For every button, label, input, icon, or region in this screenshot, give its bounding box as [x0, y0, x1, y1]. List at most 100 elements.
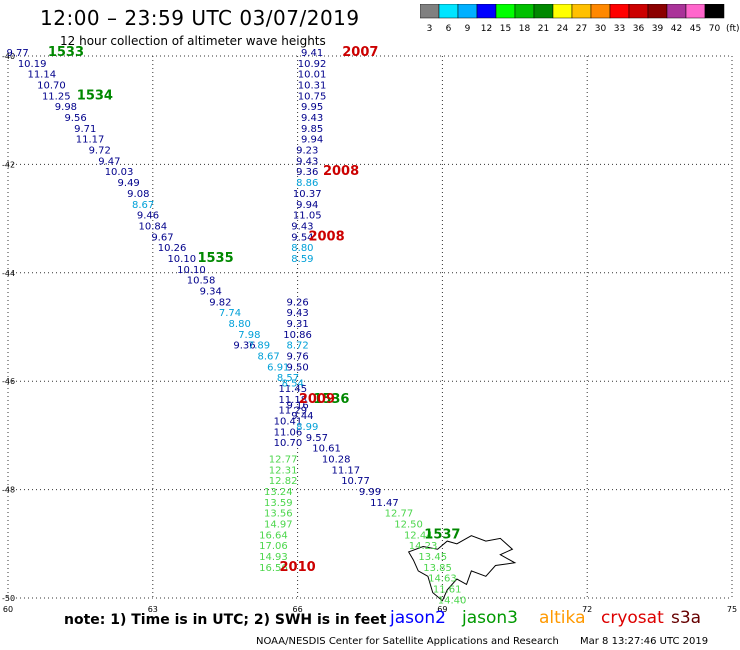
wave-height-label: 11.18 [278, 395, 307, 406]
wave-height-label: 10.58 [187, 276, 216, 287]
x-tick-label: 66 [293, 605, 303, 614]
pass-time-label: 2009 [299, 392, 335, 407]
wave-height-label: 9.36 [233, 341, 255, 352]
colorbar-legend: 3 6 9 12 15 18 21 24 27 30 33 36 39 42 45 70 (ft) [420, 4, 740, 34]
colorbar-level-label: 24 [557, 24, 569, 34]
wave-height-label: 9.72 [89, 146, 111, 157]
wave-height-label: 9.44 [291, 411, 313, 422]
wave-height-label: 10.10 [167, 254, 196, 265]
wave-height-label: 10.03 [105, 167, 134, 178]
colorbar-level-label: 42 [671, 24, 682, 34]
legend-altika: altika [539, 608, 586, 628]
wave-height-label: 11.17 [332, 465, 361, 476]
wave-height-label: 8.80 [291, 243, 313, 254]
wave-height-label: 11.45 [278, 384, 307, 395]
wave-height-label: 9.46 [137, 211, 159, 222]
wave-height-label: 9.43 [291, 221, 313, 232]
wave-height-label: 9.71 [74, 124, 96, 135]
wave-height-label: 8.99 [296, 422, 318, 433]
colorbar-level-label: 15 [500, 24, 511, 34]
wave-height-label: 9.98 [55, 102, 77, 113]
colorbar-level-label: 3 [427, 24, 433, 34]
grid [7, 55, 733, 599]
pass-time-label: 1537 [424, 527, 460, 542]
colorbar-level-label: 30 [595, 24, 607, 34]
wave-height-label: 10.10 [177, 265, 206, 276]
wave-height-label: 14.63 [428, 574, 457, 585]
pass-time-label: 2008 [308, 229, 344, 244]
pass-time-label: 1533 [48, 45, 84, 60]
wave-height-label: 10.70 [274, 438, 303, 449]
wave-height-label: 9.34 [200, 286, 222, 297]
y-tick-label: -44 [2, 269, 15, 278]
wave-height-label: 14.93 [259, 552, 288, 563]
colorbar-level-label: 70 [709, 24, 721, 34]
wave-height-label: 9.85 [301, 124, 323, 135]
wave-height-label: 9.50 [286, 362, 308, 373]
wave-height-label: 7.74 [219, 308, 241, 319]
credit-line: NOAA/NESDIS Center for Satellite Applica… [256, 636, 559, 647]
x-tick-label: 72 [582, 605, 592, 614]
pass-time-label: 2010 [280, 560, 316, 575]
x-tick-label: 75 [727, 605, 737, 614]
colorbar-unit: (ft) [726, 24, 740, 34]
wave-height-label: 14.23 [409, 541, 438, 552]
wave-height-label: 11.47 [370, 498, 399, 509]
colorbar-level-label: 27 [576, 24, 587, 34]
wave-height-label: 9.16 [286, 400, 308, 411]
legend-jason3: jason3 [462, 608, 518, 628]
wave-height-label: 9.23 [296, 146, 318, 157]
pass-time-label: 2008 [323, 164, 359, 179]
wave-height-label: 10.01 [298, 70, 327, 81]
legend-s3a: s3a [671, 608, 702, 628]
wave-height-label: 10.31 [298, 81, 327, 92]
wave-height-label: 8.80 [229, 319, 251, 330]
wave-height-label: 10.70 [37, 81, 66, 92]
wave-height-label: 8.86 [296, 178, 318, 189]
legend-jason2: jason2 [390, 608, 446, 628]
island-outline [407, 535, 517, 602]
wave-height-label: 10.86 [283, 330, 312, 341]
generated-timestamp: Mar 8 13:27:46 UTC 2019 [580, 636, 709, 647]
colorbar-level-label: 21 [538, 24, 549, 34]
pass-time-label: 1534 [77, 88, 113, 103]
wave-height-label: 9.47 [98, 156, 120, 167]
chart-title: 12:00 – 23:59 UTC 03/07/2019 [40, 6, 360, 30]
wave-height-label: 10.28 [322, 455, 351, 466]
wave-height-label: 9.95 [301, 102, 323, 113]
wave-height-label: 13.24 [264, 487, 293, 498]
wave-height-label: 13.59 [264, 498, 293, 509]
wave-height-label: 9.94 [296, 200, 318, 211]
wave-height-label: 9.94 [301, 135, 323, 146]
colorbar-level-label: 45 [690, 24, 701, 34]
wave-height-label: 8.59 [291, 254, 313, 265]
wave-height-label: 10.19 [18, 59, 47, 70]
wave-height-label: 11.29 [278, 406, 307, 417]
wave-height-label: 9.99 [359, 487, 381, 498]
wave-height-label: 8.57 [277, 373, 299, 384]
wave-height-label: 9.76 [286, 352, 308, 363]
wave-height-label: 11.14 [27, 70, 56, 81]
wave-height-label: 9.31 [286, 319, 308, 330]
legend-cryosat: cryosat [601, 608, 664, 628]
wave-height-label: 6.91 [267, 362, 289, 373]
wave-height-label: 13.85 [423, 563, 452, 574]
wave-height-label: 12.77 [385, 509, 414, 520]
colorbar-level-label: 12 [481, 24, 492, 34]
y-tick-label: -40 [2, 52, 15, 61]
y-tick-label: -50 [2, 594, 15, 603]
wave-height-label: 11.61 [433, 585, 462, 596]
wave-height-label: 9.57 [306, 433, 328, 444]
wave-height-label: 9.56 [64, 113, 86, 124]
wave-height-label: 13.45 [418, 552, 447, 563]
y-tick-label: -46 [2, 377, 15, 386]
wave-height-label: 9.26 [286, 297, 308, 308]
colorbar-level-label: 9 [465, 24, 471, 34]
colorbar-level-label: 18 [519, 24, 531, 34]
wave-height-label: 11.25 [42, 91, 71, 102]
y-tick-label: -48 [2, 486, 15, 495]
wave-height-label: 14.40 [438, 595, 467, 606]
colorbar-swatch [704, 4, 725, 19]
wave-height-label: 7.89 [248, 341, 270, 352]
